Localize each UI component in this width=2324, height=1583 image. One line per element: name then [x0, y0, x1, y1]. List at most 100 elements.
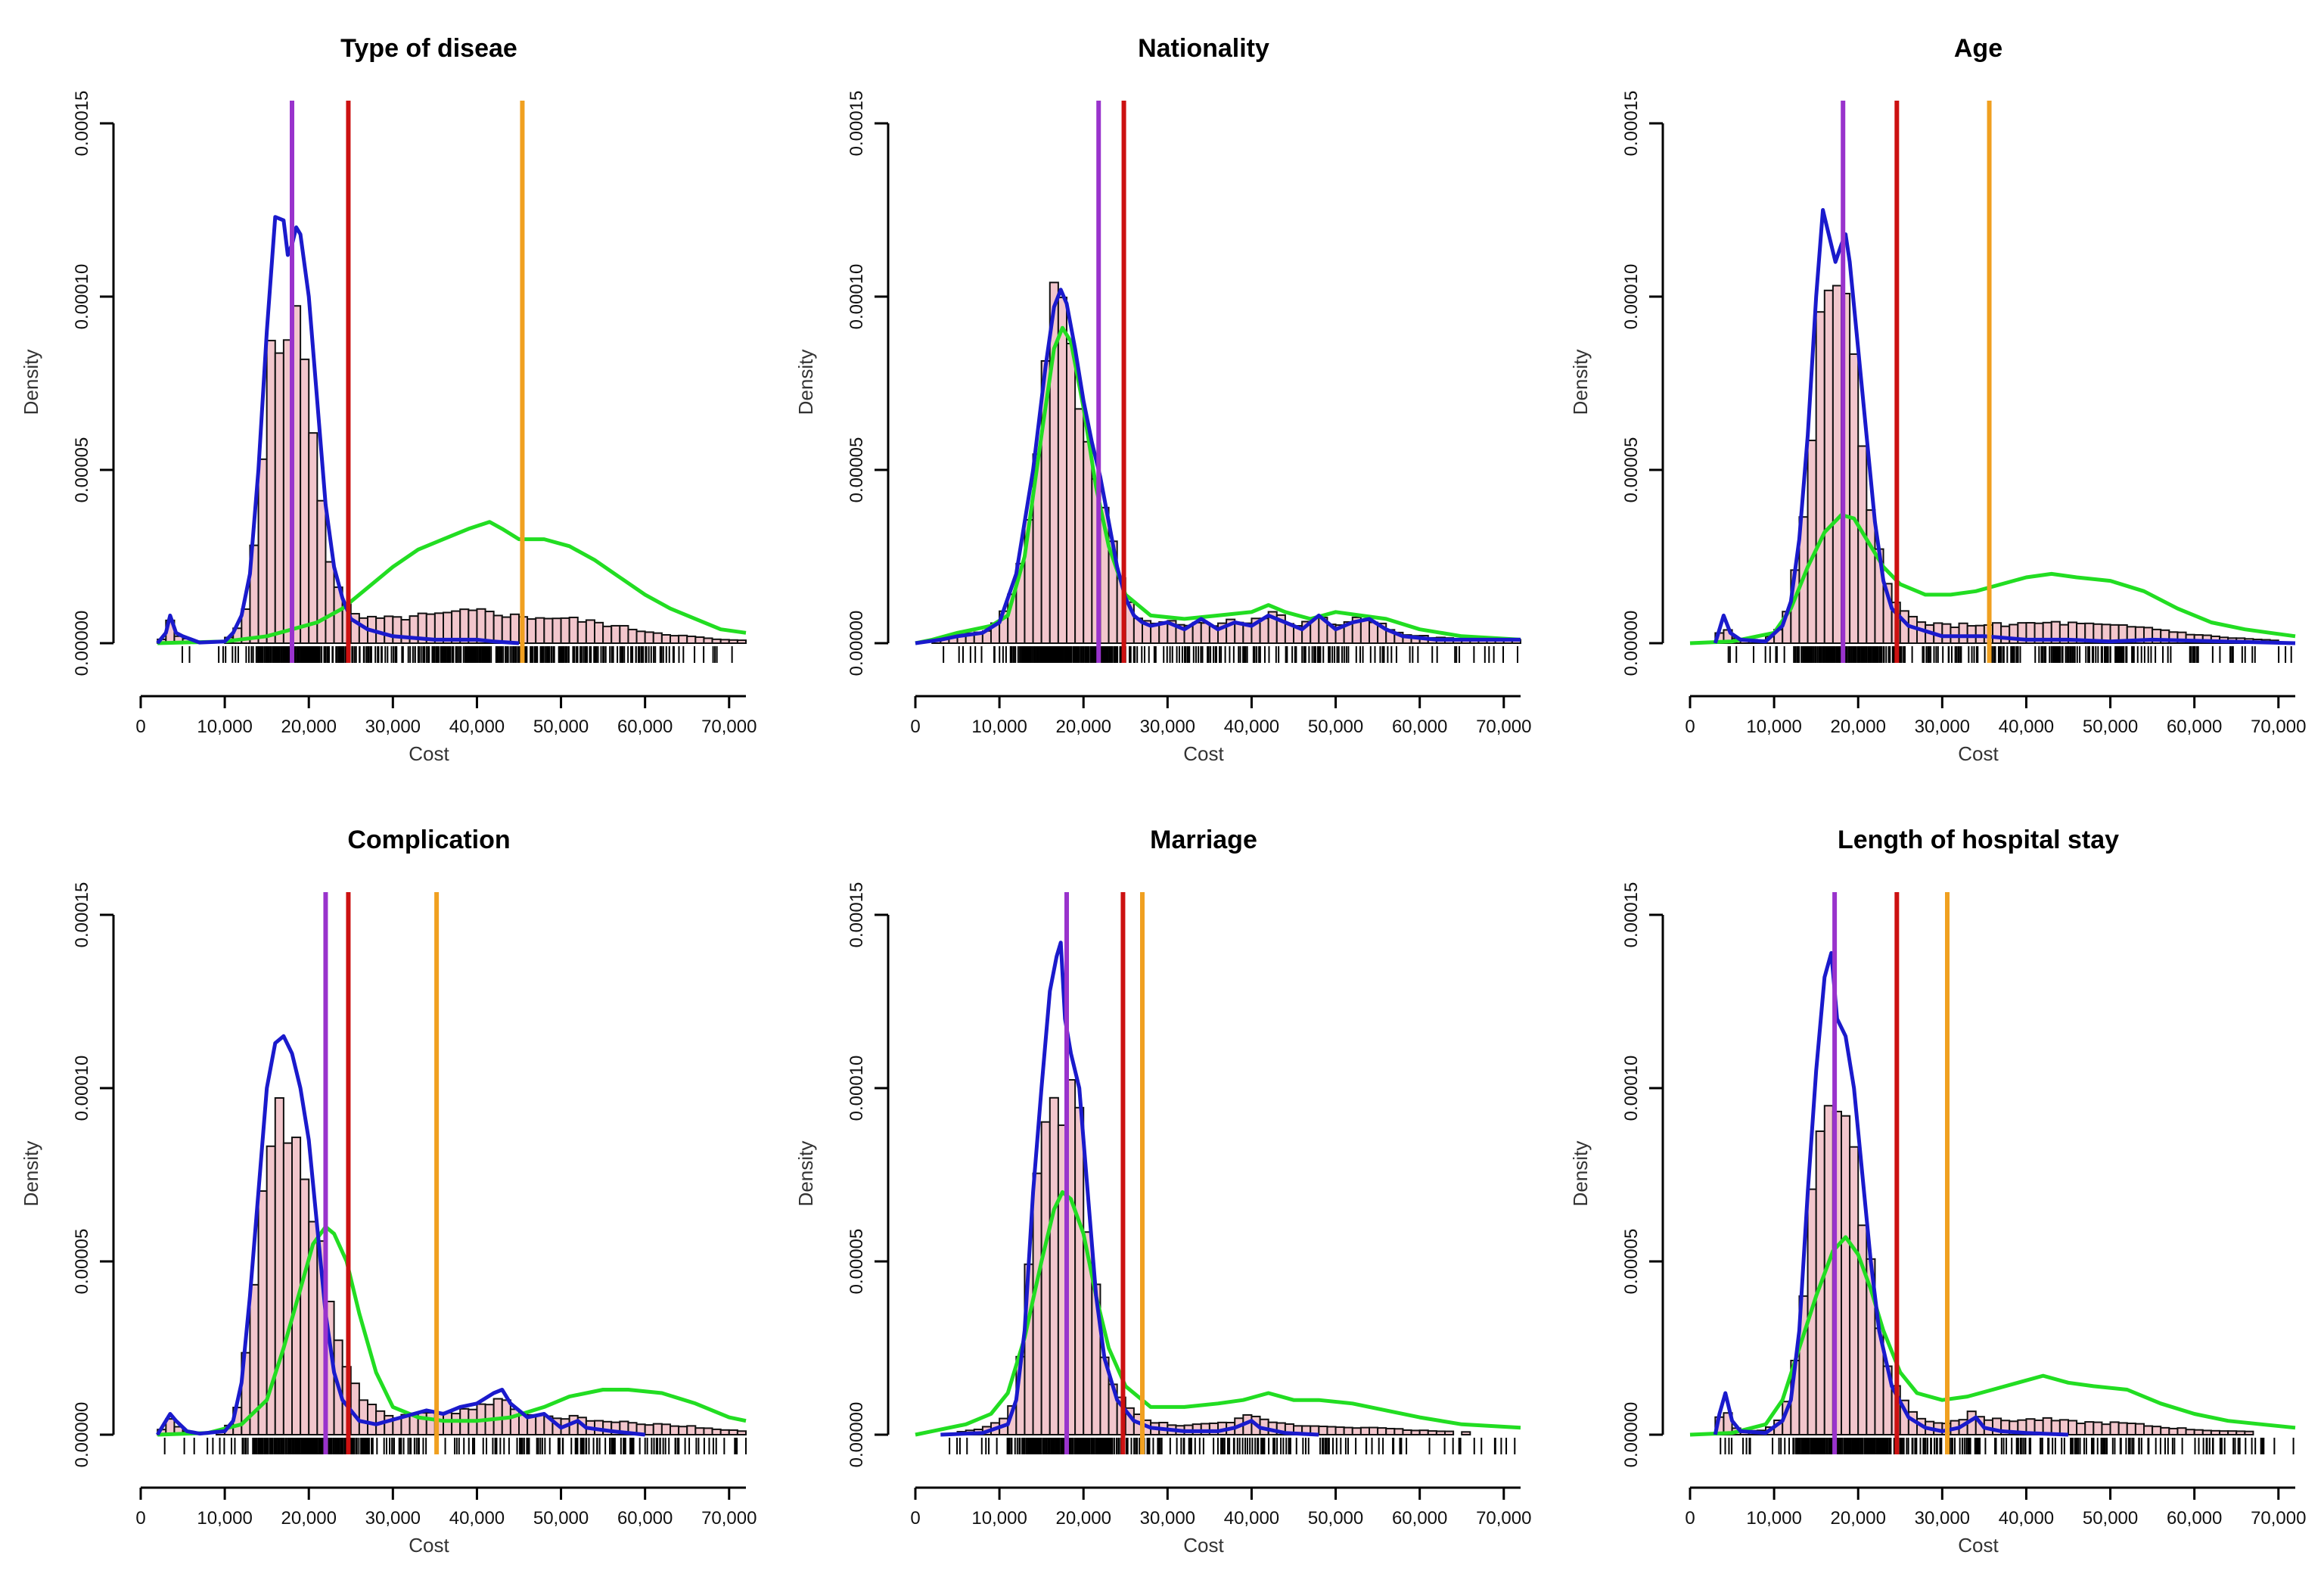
x-tick-label: 30,000: [365, 717, 421, 737]
chart-svg: Length of hospital stay Cost Density 0.0…: [1569, 826, 2306, 1557]
y-tick-label: 0.00005: [847, 1229, 867, 1295]
y-tick-label: 0.00000: [847, 1402, 867, 1468]
histogram-bar: [2176, 1427, 2187, 1435]
rug-marks: [949, 1438, 1516, 1454]
histogram-bar: [501, 616, 511, 645]
x-tick-label: 10,000: [1746, 717, 1801, 737]
x-tick-label: 0: [1685, 1508, 1695, 1529]
histogram-bar: [728, 1429, 738, 1436]
histogram-bars: [956, 1079, 1471, 1436]
y-axis-label: Density: [20, 350, 42, 415]
histogram-bar: [1402, 1429, 1412, 1436]
histogram-bar: [660, 633, 672, 645]
chart-title: Complication: [347, 826, 510, 854]
histogram-bar: [2227, 1430, 2238, 1435]
histogram-bar: [619, 624, 629, 645]
histogram-bar: [1393, 1428, 1404, 1435]
y-tick-label: 0.00000: [72, 611, 92, 676]
y-tick-label: 0.00015: [1621, 882, 1642, 948]
x-tick-label: 40,000: [449, 717, 505, 737]
x-tick-label: 10,000: [197, 1508, 252, 1529]
histogram-bar: [509, 613, 520, 644]
histogram-bar: [384, 615, 394, 645]
x-tick-label: 20,000: [1056, 1508, 1111, 1529]
x-tick-label: 0: [135, 1508, 145, 1529]
histogram-bar: [2076, 1423, 2086, 1435]
histogram-bars: [157, 1097, 747, 1436]
histogram-bar: [670, 635, 680, 644]
x-axis: 0 10,000 20,000 30,000 40,000 50,000 60,000 70,…: [135, 1486, 757, 1529]
histogram-bar: [2084, 1421, 2095, 1436]
x-tick-label: 0: [910, 1508, 920, 1529]
histogram-bar: [1334, 1426, 1345, 1435]
histogram-bar: [1351, 1427, 1362, 1435]
x-tick-label: 60,000: [1392, 717, 1447, 737]
histogram-bar: [736, 639, 747, 644]
x-axis: 0 10,000 20,000 30,000 40,000 50,000 60,000 70,…: [1685, 695, 2306, 737]
chart-title: Nationality: [1138, 34, 1269, 63]
x-axis: 0 10,000 20,000 30,000 40,000 50,000 60,000 70,…: [910, 695, 1531, 737]
x-tick-label: 70,000: [2251, 1508, 2306, 1529]
y-tick-label: 0.00010: [1621, 1056, 1642, 1121]
blue-density-curve: [915, 288, 1521, 645]
histogram-bar: [2101, 1423, 2111, 1436]
blue-density-curve: [156, 215, 520, 645]
chart-svg: Nationality Cost Density 0.000000.000050…: [794, 34, 1531, 765]
y-tick-label: 0.00005: [1621, 437, 1642, 503]
y-axis: 0.00000 0.00005 0.00010 0.00015: [1621, 91, 1664, 676]
chart-svg: Complication Cost Density 0.00000 0.00005…: [20, 826, 757, 1557]
green-density-curve: [157, 1224, 747, 1437]
histogram-bar: [686, 635, 697, 644]
histogram-bar: [1359, 1426, 1371, 1436]
x-tick-label: 70,000: [701, 717, 757, 737]
y-tick-label: 0.00015: [72, 882, 92, 948]
panel-type-of-disease: Type of diseae Cost Density 0.00000 0.000…: [0, 0, 775, 792]
x-axis-label: Cost: [409, 1534, 449, 1557]
x-tick-label: 20,000: [1831, 717, 1886, 737]
rug-marks: [1727, 646, 2292, 663]
x-axis-label: Cost: [1183, 1534, 1224, 1557]
histogram-bar: [1866, 509, 1876, 644]
histogram-bar: [1857, 445, 1868, 644]
x-tick-label: 70,000: [1476, 717, 1531, 737]
histogram-bar: [2068, 1420, 2078, 1435]
histogram-bar: [1410, 1429, 1421, 1435]
y-axis-label: Density: [794, 1141, 817, 1207]
histogram-bars: [1714, 285, 2279, 645]
histogram-bar: [451, 1413, 461, 1435]
y-tick-label: 0.00015: [72, 91, 92, 157]
histogram-bar: [2210, 1429, 2221, 1435]
histogram-bar: [1815, 311, 1825, 644]
histogram-bar: [678, 1426, 688, 1436]
histogram-bar: [1066, 343, 1077, 644]
histogram-bar: [543, 617, 554, 645]
histogram-bar: [703, 637, 713, 644]
x-tick-label: 30,000: [1140, 717, 1195, 737]
x-axis-label: Cost: [1958, 742, 1999, 765]
y-tick-label: 0.00010: [72, 264, 92, 330]
histogram-bar: [484, 611, 495, 645]
histogram-bar: [1418, 1429, 1429, 1435]
x-tick-label: 10,000: [197, 717, 252, 737]
x-tick-label: 10,000: [1746, 1508, 1801, 1529]
histogram-bar: [736, 1430, 747, 1436]
x-tick-label: 60,000: [2167, 1508, 2222, 1529]
histogram-bar: [1832, 285, 1842, 644]
y-tick-label: 0.00010: [847, 1056, 867, 1121]
x-axis-label: Cost: [1183, 742, 1224, 765]
histogram-bar: [652, 1423, 663, 1436]
x-tick-label: 20,000: [281, 1508, 337, 1529]
blue-density-curve: [940, 941, 1319, 1437]
histogram-bar: [719, 1429, 730, 1436]
histogram-bar: [1941, 623, 1952, 644]
histogram-bar: [1259, 617, 1269, 644]
y-axis: 0.00000 0.00005 0.00010 0.00015: [847, 882, 890, 1468]
histogram-bar: [1032, 1172, 1042, 1435]
x-tick-label: 60,000: [2167, 717, 2222, 737]
histogram-bar: [1841, 1115, 1851, 1435]
histogram-bar: [2235, 1430, 2246, 1436]
histogram-bar: [1359, 619, 1371, 645]
histogram-bar: [1461, 1431, 1471, 1436]
green-density-curve: [915, 1190, 1521, 1437]
